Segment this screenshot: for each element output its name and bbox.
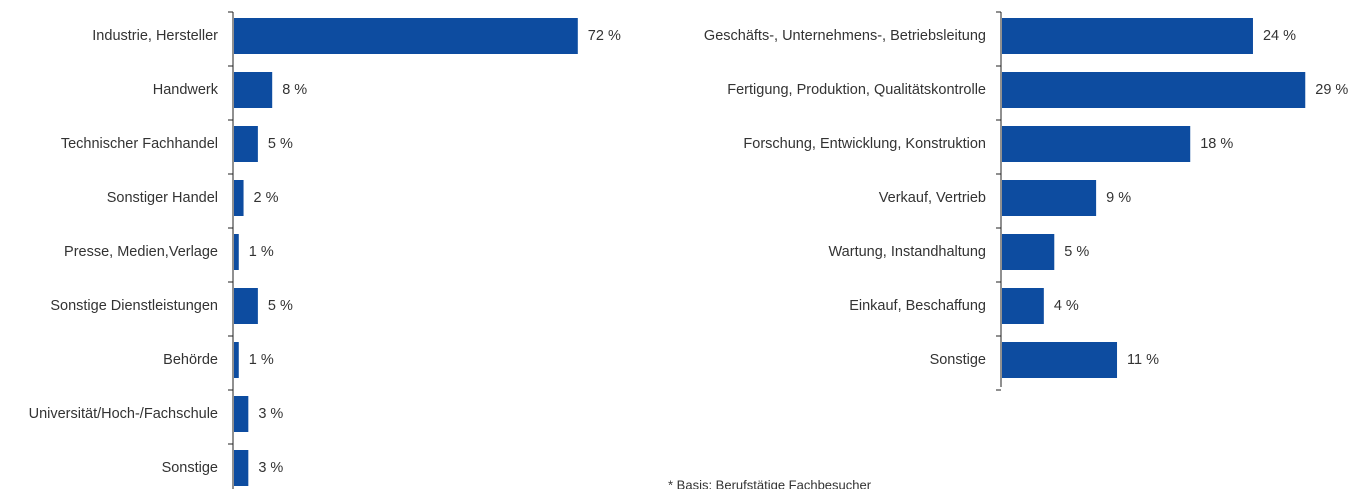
bar <box>234 288 258 324</box>
category-label: Industrie, Hersteller <box>92 28 218 44</box>
value-label: 8 % <box>282 82 307 98</box>
bar <box>1002 234 1055 270</box>
value-label: 1 % <box>249 244 274 260</box>
value-label: 3 % <box>258 460 283 476</box>
value-label: 9 % <box>1106 190 1131 206</box>
value-label: 3 % <box>258 406 283 422</box>
bar <box>1002 126 1191 162</box>
category-label: Sonstige Dienstleistungen <box>50 298 218 314</box>
category-label: Verkauf, Vertrieb <box>879 190 986 206</box>
value-label: 5 % <box>268 136 293 152</box>
category-label: Geschäfts-, Unternehmens-, Betriebsleitu… <box>704 28 986 44</box>
value-label: 18 % <box>1200 136 1233 152</box>
value-label: 5 % <box>268 298 293 314</box>
category-label: Technischer Fachhandel <box>61 136 218 152</box>
bar <box>234 396 249 432</box>
bar <box>1002 18 1253 54</box>
value-label: 29 % <box>1315 82 1348 98</box>
category-label: Sonstiger Handel <box>107 190 218 206</box>
value-label: 72 % <box>588 28 621 44</box>
category-label: Sonstige <box>162 460 218 476</box>
bar <box>234 126 258 162</box>
value-label: 24 % <box>1263 28 1296 44</box>
category-label: Presse, Medien,Verlage <box>64 244 218 260</box>
value-label: 5 % <box>1064 244 1089 260</box>
category-label: Einkauf, Beschaffung <box>849 298 986 314</box>
value-label: 4 % <box>1054 298 1079 314</box>
category-label: Wartung, Instandhaltung <box>829 244 986 260</box>
value-label: 11 % <box>1127 352 1159 368</box>
bar <box>234 72 273 108</box>
bar <box>234 234 239 270</box>
bar <box>234 18 578 54</box>
footnote: * Basis: Berufstätige Fachbesucher <box>668 477 872 489</box>
category-label: Behörde <box>163 352 218 368</box>
bar <box>1002 342 1118 378</box>
category-label: Sonstige <box>930 352 986 368</box>
bar <box>234 180 244 216</box>
category-label: Forschung, Entwicklung, Konstruktion <box>743 136 986 152</box>
bar <box>1002 72 1306 108</box>
value-label: 2 % <box>254 190 279 206</box>
category-label: Universität/Hoch-/Fachschule <box>29 406 218 422</box>
value-label: 1 % <box>249 352 274 368</box>
bar <box>1002 180 1097 216</box>
category-label: Fertigung, Produktion, Qualitätskontroll… <box>727 82 986 98</box>
bar <box>234 342 239 378</box>
category-label: Handwerk <box>153 82 219 98</box>
bar <box>1002 288 1044 324</box>
bar <box>234 450 249 486</box>
